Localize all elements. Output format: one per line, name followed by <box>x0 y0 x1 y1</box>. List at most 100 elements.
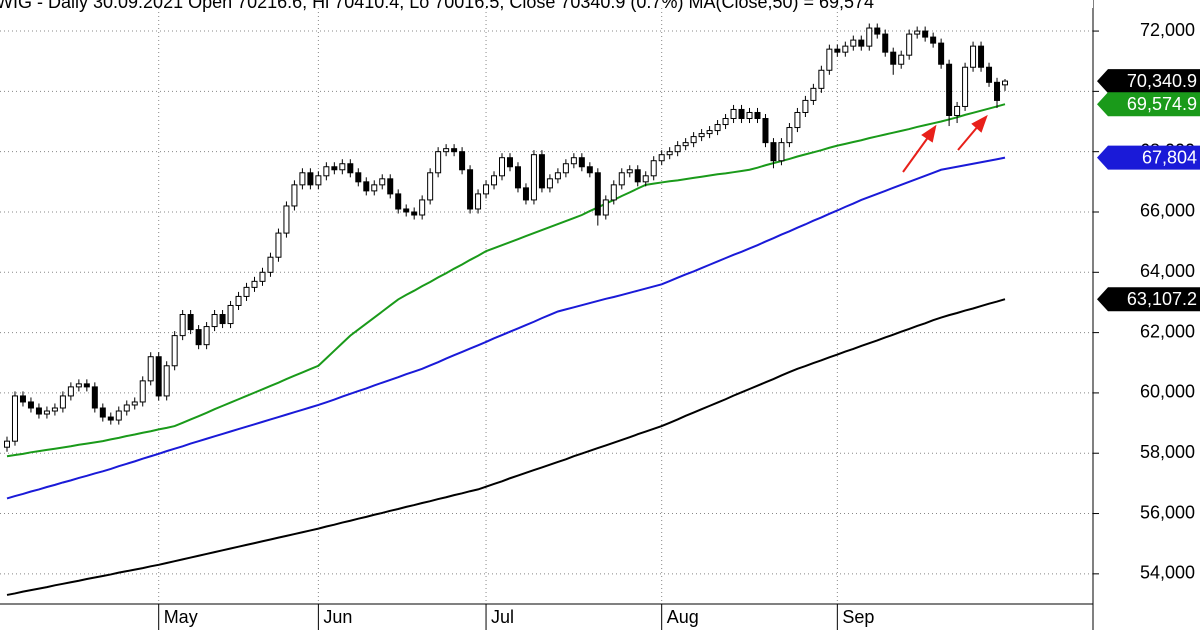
candle-body <box>443 148 450 153</box>
candle-body <box>403 208 410 213</box>
candle-body <box>514 166 521 189</box>
candle-body <box>570 157 577 165</box>
candle-body <box>195 329 202 346</box>
candle-body <box>147 356 154 382</box>
candle-body <box>59 395 66 409</box>
arrow-head <box>971 114 988 133</box>
candle-body <box>786 127 793 144</box>
chart-title: WIG - Daily 30.09.2021 Open 70216.6, Hi … <box>0 0 874 12</box>
candle-body <box>419 199 426 216</box>
candle-body <box>467 169 474 210</box>
candle-body <box>259 271 266 282</box>
candle-body <box>203 326 210 346</box>
candle-body <box>307 172 314 186</box>
candle-body <box>115 410 122 421</box>
arrow <box>957 124 980 151</box>
candle-body <box>746 111 753 120</box>
candle-body <box>387 178 394 195</box>
candle-body <box>618 172 625 186</box>
candle-body <box>538 154 545 189</box>
candle-body <box>914 30 921 35</box>
candle-body <box>890 51 897 65</box>
candle-body <box>67 386 74 397</box>
candle-body <box>770 142 777 162</box>
candle-body <box>475 193 482 210</box>
candle-body <box>898 54 905 65</box>
y-tick-label: 60,000 <box>1140 382 1195 402</box>
price-tag <box>1097 92 1200 117</box>
candle-body <box>738 108 745 120</box>
candle-body <box>946 63 953 116</box>
candle-body <box>75 383 82 388</box>
candle-body <box>578 157 585 168</box>
candle-body <box>283 205 290 234</box>
candle-body <box>339 163 346 171</box>
candle-body <box>435 151 442 174</box>
candle-body <box>610 184 617 201</box>
candle-body <box>91 386 98 409</box>
candle-body <box>27 401 34 409</box>
price-tag-label: 67,804 <box>1142 147 1197 167</box>
candle-body <box>43 410 50 415</box>
candle-body <box>690 136 697 144</box>
candle-body <box>243 286 250 297</box>
candle-body <box>730 108 737 120</box>
candle-body <box>379 178 386 186</box>
candle-body <box>642 175 649 183</box>
candle-body <box>187 314 194 331</box>
candle-body <box>123 404 130 412</box>
candle-body <box>411 211 418 216</box>
candle-body <box>11 395 18 442</box>
y-tick-label: 62,000 <box>1140 321 1195 341</box>
candle-body <box>1002 80 1008 86</box>
candle-body <box>802 99 809 113</box>
candle-body <box>850 39 857 47</box>
candle-body <box>994 81 1001 101</box>
axis-labels: 54,000 56,000 58,000 60,000 62,000 64,000 66,0… <box>158 20 1200 630</box>
candle-body <box>930 36 937 44</box>
candle-body <box>714 124 721 132</box>
moving-average-line <box>6 156 1006 500</box>
candle-body <box>722 118 729 126</box>
candle-body <box>4 440 10 448</box>
price-tag <box>1097 287 1200 312</box>
candle-body <box>754 111 761 120</box>
candle-body <box>219 314 226 325</box>
candle-body <box>546 178 553 189</box>
price-tag-label: 69,574.9 <box>1127 94 1197 114</box>
candle-body <box>139 380 146 403</box>
candle-body <box>762 118 769 144</box>
candle-body <box>499 157 506 177</box>
candle-body <box>275 232 282 258</box>
candle-body <box>107 416 114 421</box>
candle-body <box>554 172 561 180</box>
candle-body <box>506 157 513 168</box>
candle-body <box>179 314 186 337</box>
x-tick-label: Jul <box>491 607 514 627</box>
candle-body <box>674 145 681 153</box>
candle-body <box>235 295 242 306</box>
y-tick-label: 56,000 <box>1140 502 1195 522</box>
candle-body <box>970 45 977 68</box>
candle-body <box>347 163 354 174</box>
candle-body <box>35 407 42 415</box>
candle-body <box>962 66 969 107</box>
candle-body <box>666 151 673 156</box>
price-tag <box>1097 69 1200 94</box>
candle-body <box>530 154 537 201</box>
x-tick-label: Jun <box>323 607 352 627</box>
candle-body <box>83 383 90 388</box>
candle-body <box>562 163 569 174</box>
candle-body <box>163 365 170 397</box>
candle-body <box>299 172 306 186</box>
candle-body <box>842 45 849 53</box>
candle-body <box>211 314 218 328</box>
candle-body <box>986 66 993 83</box>
candle-body <box>602 199 609 216</box>
x-tick-label: Aug <box>667 607 699 627</box>
candle-body <box>586 166 593 174</box>
moving-average-line <box>6 103 1006 458</box>
price-tag-label: 63,107.2 <box>1127 289 1197 309</box>
grid <box>0 0 1093 604</box>
